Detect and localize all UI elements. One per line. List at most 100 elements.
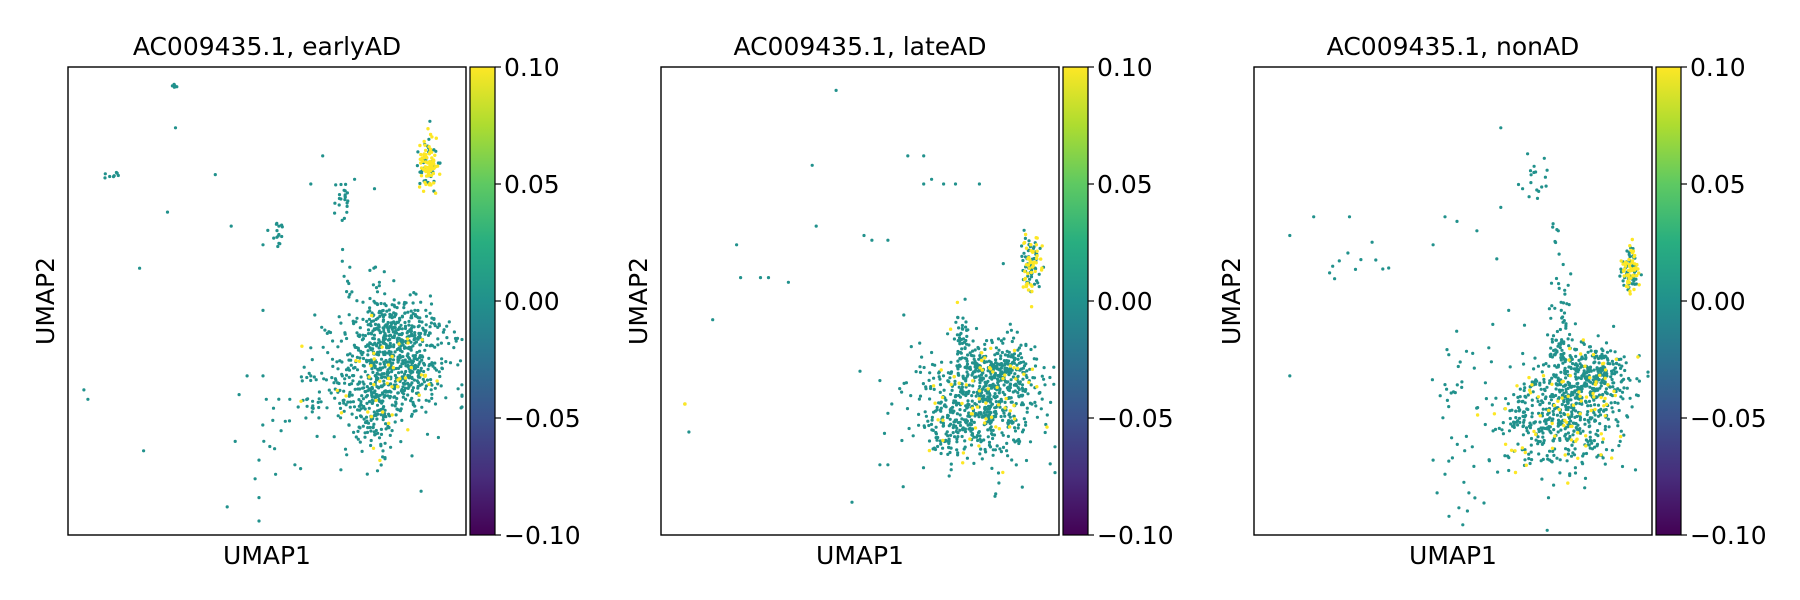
cell-point xyxy=(1540,411,1544,415)
expressed-cell-point xyxy=(344,394,348,398)
cell-point xyxy=(1578,427,1582,431)
cell-point xyxy=(350,354,355,358)
cell-point xyxy=(1514,416,1518,420)
cell-point xyxy=(949,468,953,472)
cell-point xyxy=(1532,421,1536,425)
cell-point xyxy=(1558,420,1562,424)
cell-point xyxy=(1570,385,1574,389)
expressed-cell-point xyxy=(1003,373,1007,377)
expressed-cell-point xyxy=(1557,407,1561,412)
cell-point xyxy=(400,387,404,392)
expressed-cell-point xyxy=(1515,384,1519,388)
colorbar-tick-label: −0.05 xyxy=(1097,404,1174,433)
cell-point xyxy=(1545,426,1549,430)
cell-point xyxy=(302,365,306,369)
cell-point xyxy=(1566,452,1570,456)
cell-point xyxy=(433,361,437,365)
cell-point xyxy=(958,364,962,368)
cell-point xyxy=(1586,410,1590,414)
cell-point xyxy=(397,332,401,337)
cell-point xyxy=(438,374,442,379)
cell-point xyxy=(1545,454,1549,458)
cell-point xyxy=(955,448,959,452)
cell-point xyxy=(1001,445,1006,449)
expressed-cell-point xyxy=(1503,407,1508,411)
cell-point xyxy=(974,411,978,416)
cell-point xyxy=(1445,387,1449,391)
cell-point xyxy=(1593,413,1597,417)
cell-point xyxy=(253,477,257,481)
expressed-cell-point xyxy=(941,418,945,422)
cell-point xyxy=(1288,233,1292,238)
cell-point xyxy=(1610,372,1614,376)
cell-point xyxy=(948,410,952,414)
cell-point xyxy=(367,317,371,321)
expressed-cell-point xyxy=(1599,432,1603,436)
cell-point xyxy=(1450,456,1454,460)
cell-point xyxy=(406,381,410,385)
cell-point xyxy=(350,412,354,416)
cell-point xyxy=(371,319,376,323)
cell-point xyxy=(1567,344,1571,348)
cell-point xyxy=(1540,429,1544,433)
plot-frame xyxy=(67,66,467,536)
expressed-cell-point xyxy=(1024,246,1029,250)
expressed-cell-point xyxy=(1627,276,1631,280)
cell-point xyxy=(358,333,362,337)
cell-point xyxy=(977,357,981,361)
cell-point xyxy=(386,351,390,355)
cell-point xyxy=(982,438,986,442)
cell-point xyxy=(1455,383,1459,387)
cell-point xyxy=(411,312,415,316)
cell-point xyxy=(922,182,926,186)
cell-point xyxy=(448,361,453,365)
cell-point xyxy=(379,413,383,417)
cell-point xyxy=(1536,364,1540,368)
cell-point xyxy=(968,365,972,369)
expressed-cell-point xyxy=(428,147,433,151)
cell-point xyxy=(1559,308,1563,312)
cell-point xyxy=(965,456,969,460)
cell-point xyxy=(342,274,346,278)
cell-point xyxy=(417,332,421,336)
expressed-cell-point xyxy=(1584,434,1588,438)
cell-point xyxy=(1563,371,1567,375)
cell-point xyxy=(1033,345,1037,349)
cell-point xyxy=(909,345,913,349)
cell-point xyxy=(937,371,941,375)
x-axis-label: UMAP1 xyxy=(816,541,904,570)
cell-point xyxy=(1013,429,1018,433)
cell-point xyxy=(953,379,957,383)
cell-point xyxy=(358,356,362,360)
cell-point xyxy=(1588,385,1592,389)
expressed-cell-point xyxy=(1630,259,1635,263)
cell-point xyxy=(978,452,982,456)
cell-point xyxy=(438,161,442,165)
cell-point xyxy=(428,119,432,123)
cell-point xyxy=(1431,243,1435,247)
cell-point xyxy=(1021,377,1025,381)
cell-point xyxy=(372,333,376,337)
cell-point xyxy=(958,423,963,428)
cell-point xyxy=(1463,449,1467,453)
cell-point xyxy=(994,361,998,365)
cell-point xyxy=(1597,410,1601,414)
cell-point xyxy=(1550,417,1554,421)
cell-point xyxy=(958,357,962,361)
cell-point xyxy=(973,414,977,418)
cell-point xyxy=(347,375,351,379)
cell-point xyxy=(428,294,432,298)
cell-point xyxy=(388,341,392,345)
cell-point xyxy=(1566,283,1570,287)
cell-point xyxy=(1573,471,1578,475)
cell-point xyxy=(985,410,989,414)
cell-point xyxy=(1518,395,1522,399)
cell-point xyxy=(392,279,396,283)
cell-point xyxy=(379,357,384,361)
cell-point xyxy=(419,489,423,493)
cell-point xyxy=(1532,367,1536,371)
cell-point xyxy=(994,412,998,416)
cell-point xyxy=(336,367,340,371)
cell-point xyxy=(963,297,967,301)
cell-point xyxy=(404,369,408,374)
